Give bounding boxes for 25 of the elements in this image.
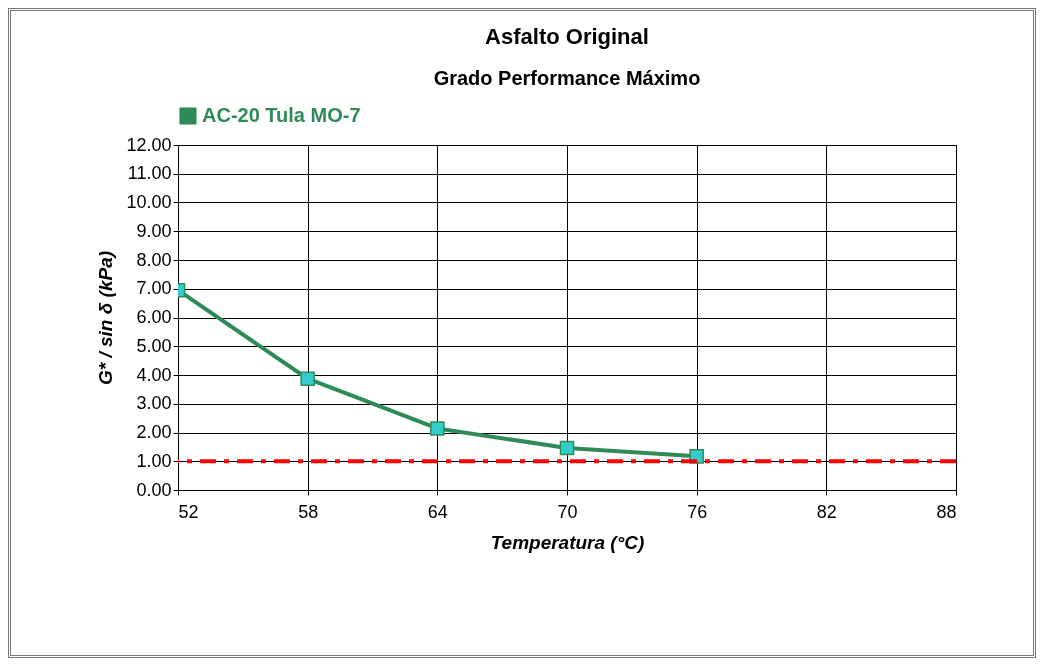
y-tick-label: 12.00 bbox=[126, 134, 172, 155]
y-tick-label: 8.00 bbox=[136, 249, 172, 270]
y-tick-label: 3.00 bbox=[136, 393, 172, 414]
y-axis-title: G* / sin δ (kPa) bbox=[95, 250, 117, 386]
y-tick-label: 5.00 bbox=[136, 335, 172, 356]
legend-label: AC-20 Tula MO-7 bbox=[202, 104, 361, 126]
y-tick-label: 6.00 bbox=[136, 307, 172, 327]
y-tick-label: 9.00 bbox=[136, 220, 172, 241]
x-tick-label: 70 bbox=[557, 501, 578, 522]
y-tick-label: 2.00 bbox=[136, 422, 172, 442]
x-tick-label: 52 bbox=[178, 501, 199, 522]
y-tick-label: 7.00 bbox=[136, 278, 172, 299]
chart-subtitle: Grado Performance Máximo bbox=[433, 67, 701, 89]
x-tick-label: 58 bbox=[298, 501, 319, 522]
y-tick-label: 0.00 bbox=[136, 479, 172, 500]
y-tick-label: 10.00 bbox=[126, 192, 172, 212]
y-tick-label: 4.00 bbox=[136, 364, 172, 385]
x-tick-label: 88 bbox=[936, 501, 957, 522]
y-tick-label: 1.00 bbox=[136, 450, 172, 471]
x-tick-label: 64 bbox=[427, 501, 448, 522]
x-tick-label: 82 bbox=[816, 501, 837, 522]
x-tick-label: 76 bbox=[687, 501, 708, 522]
x-axis-title: Temperatura (°C) bbox=[490, 531, 645, 553]
y-tick-label: 11.00 bbox=[127, 163, 172, 184]
chart-title: Asfalto Original bbox=[485, 24, 649, 49]
